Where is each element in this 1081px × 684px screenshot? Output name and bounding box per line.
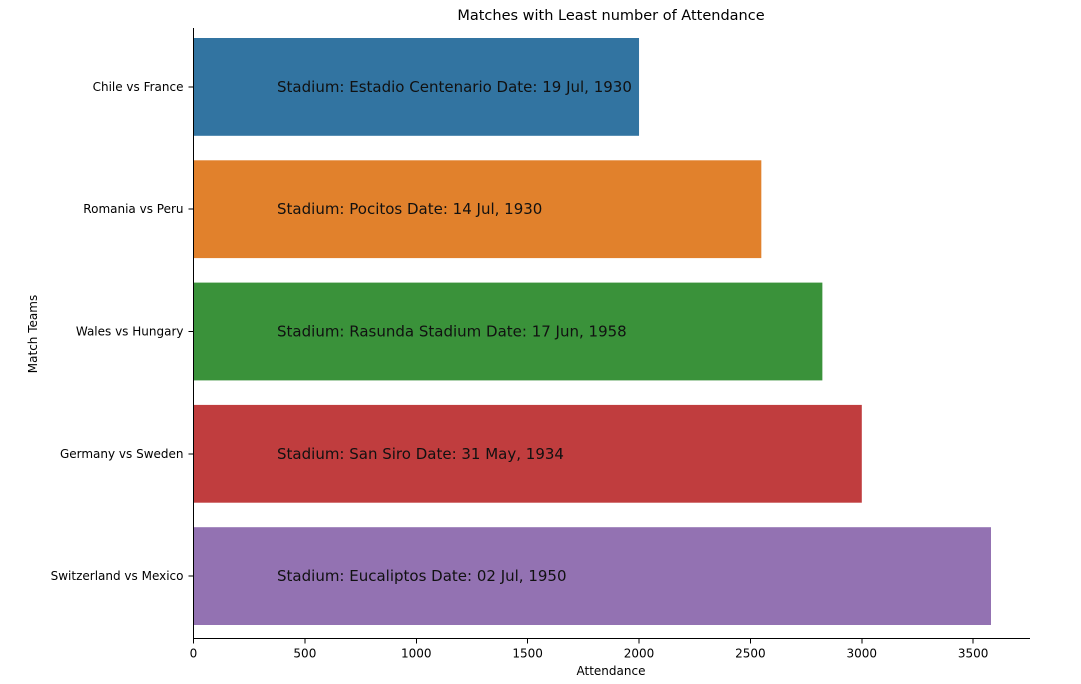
x-axis-label: Attendance [577, 664, 646, 678]
y-tick-label: Germany vs Sweden [60, 447, 184, 461]
bar-annotation: Stadium: San Siro Date: 31 May, 1934 [277, 445, 564, 463]
bar-annotation: Stadium: Pocitos Date: 14 Jul, 1930 [277, 200, 542, 218]
x-tick-label: 3000 [847, 647, 878, 661]
data-labels-layer: Stadium: Estadio Centenario Date: 19 Jul… [277, 78, 632, 585]
bar-wales-vs-hungary [193, 282, 823, 381]
x-tick-label: 1000 [401, 647, 432, 661]
chart-title: Matches with Least number of Attendance [457, 8, 764, 24]
bar-annotation: Stadium: Estadio Centenario Date: 19 Jul… [277, 78, 632, 96]
y-ticks-layer: Chile vs France Romania vs Peru Wales vs H… [51, 80, 194, 583]
bars-layer [193, 38, 991, 625]
bar-switzerland-vs-mexico [193, 527, 991, 625]
y-tick-label: Romania vs Peru [83, 202, 183, 216]
y-tick-label: Wales vs Hungary [76, 325, 184, 339]
bar-annotation: Stadium: Rasunda Stadium Date: 17 Jun, 1… [277, 323, 627, 341]
bar-romania-vs-peru [193, 160, 762, 259]
x-tick-label: 3500 [958, 647, 989, 661]
x-tick-label: 2500 [735, 647, 766, 661]
bar-chile-vs-france [193, 38, 640, 136]
y-tick-label: Chile vs France [93, 80, 184, 94]
bar-germany-vs-sweden [193, 404, 862, 503]
x-ticks-layer: 0 500 1000 1500 2000 2500 3000 3500 [190, 638, 989, 661]
bar-annotation: Stadium: Eucaliptos Date: 02 Jul, 1950 [277, 567, 566, 585]
y-axis-label: Match Teams [26, 295, 40, 373]
y-tick-label: Switzerland vs Mexico [51, 569, 184, 583]
x-tick-label: 0 [190, 647, 198, 661]
x-tick-label: 1500 [512, 647, 543, 661]
x-tick-label: 2000 [624, 647, 655, 661]
x-tick-label: 500 [293, 647, 316, 661]
